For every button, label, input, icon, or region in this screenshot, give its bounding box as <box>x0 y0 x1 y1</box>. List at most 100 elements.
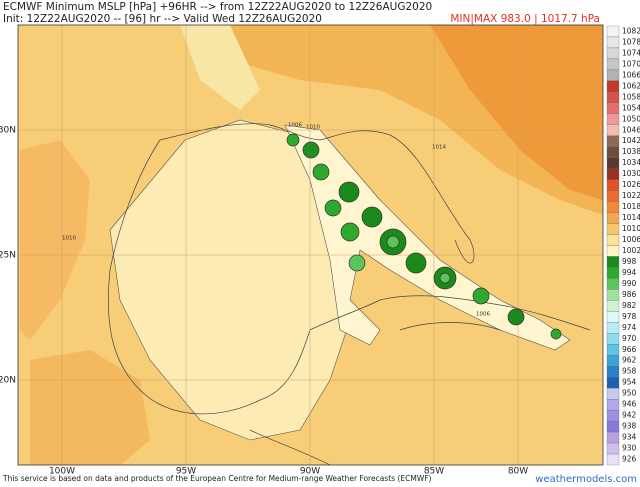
colorbar-label: 954 <box>622 378 637 387</box>
colorbar-cell <box>606 300 620 312</box>
colorbar-label: 1014 <box>622 213 640 222</box>
track-envelope <box>284 124 571 351</box>
colorbar-cell <box>606 289 620 301</box>
colorbar-label: 966 <box>622 345 637 354</box>
field-1010-south <box>30 350 150 465</box>
colorbar-cell <box>606 201 620 213</box>
colorbar-cell <box>606 453 620 466</box>
coastlines <box>108 123 591 465</box>
colorbar-label: 1078 <box>622 37 640 46</box>
credit: This service is based on data and produc… <box>2 474 432 483</box>
colorbar-cell <box>606 179 620 191</box>
field-1018 <box>430 25 603 200</box>
colorbar-cell <box>606 409 620 422</box>
colorbar-label: 998 <box>622 257 637 266</box>
colorbar-cell <box>606 80 620 93</box>
title: ECMWF Minimum MSLP [hPa] +96HR --> from … <box>3 1 432 13</box>
subtitle: Init: 12Z22AUG2020 -- [96] hr --> Valid … <box>3 13 322 25</box>
colorbar-label: 962 <box>622 356 637 365</box>
lon-label: 85W <box>424 467 444 477</box>
colorbar-cell <box>606 113 620 125</box>
lat-label: 25N <box>0 251 16 261</box>
colorbar-cell <box>606 124 620 136</box>
contour-label: 1010 <box>62 236 76 242</box>
field-1010 <box>180 25 260 110</box>
low-centers <box>286 133 562 340</box>
grid-lines <box>18 25 603 465</box>
lon-label: 80W <box>508 467 528 477</box>
colorbar-label: 970 <box>622 334 637 343</box>
colorbar-cell <box>606 431 620 444</box>
colorbar-label: 938 <box>622 422 637 431</box>
colorbar-cell <box>606 234 620 246</box>
colorbar-label: 990 <box>622 279 637 288</box>
contour-label: 1014 <box>432 145 446 151</box>
colorbar-cell <box>606 256 620 268</box>
colorbar-label: 1062 <box>622 81 640 90</box>
colorbar-label: 934 <box>622 433 637 442</box>
field-1010-land <box>20 140 90 340</box>
colorbar-cell <box>606 344 620 356</box>
colorbar-cell <box>606 69 620 82</box>
colorbar-label: 1054 <box>622 103 640 112</box>
colorbar-cell <box>606 58 620 71</box>
colorbar-label: 950 <box>622 389 637 398</box>
colorbar-label: 1026 <box>622 180 640 189</box>
colorbar-cell <box>606 91 620 103</box>
colorbar-cell <box>606 377 620 389</box>
colorbar-label: 1030 <box>622 169 640 178</box>
colorbar-cell <box>606 322 620 334</box>
colorbar-label: 1074 <box>622 48 640 57</box>
colorbar-label: 1046 <box>622 125 640 134</box>
colorbar-cell <box>606 366 620 378</box>
colorbar-cell <box>606 190 620 202</box>
colorbar-cell <box>606 388 620 400</box>
lon-label: 100W <box>49 467 75 477</box>
colorbar-label: 1034 <box>622 158 640 167</box>
map-area: 1010 1014 1006 1006 1010 <box>18 25 603 465</box>
colorbar-label: 1018 <box>622 202 640 211</box>
lat-label: 30N <box>0 126 16 136</box>
colorbar-cell <box>606 135 620 147</box>
contour-label: 1006 <box>476 312 490 318</box>
colorbar-cell <box>606 278 620 290</box>
colorbar-cell <box>606 36 620 49</box>
colorbar-label: 1082 <box>622 26 640 35</box>
colorbar-cell <box>606 245 620 257</box>
colorbar-cell <box>606 223 620 235</box>
colorbar-cell <box>606 102 620 114</box>
colorbar-label: 942 <box>622 411 637 420</box>
colorbar-cell <box>606 25 620 38</box>
lon-label: 95W <box>176 467 196 477</box>
colorbar-label: 1066 <box>622 70 640 79</box>
site-link[interactable]: weathermodels.com <box>535 474 637 485</box>
contour-label: 1006 <box>288 123 302 129</box>
colorbar-cell <box>606 157 620 169</box>
colorbar-cell <box>606 168 620 180</box>
colorbar-label: 926 <box>622 455 637 464</box>
lat-label: 20N <box>0 376 16 386</box>
colorbar-cell <box>606 267 620 279</box>
colorbar-label: 1050 <box>622 114 640 123</box>
colorbar-label: 1010 <box>622 224 640 233</box>
colorbar-cell <box>606 442 620 455</box>
colorbar-cell <box>606 311 620 323</box>
colorbar-label: 986 <box>622 290 637 299</box>
colorbar-cell <box>606 47 620 60</box>
colorbar-label: 1058 <box>622 92 640 101</box>
colorbar-cell <box>606 212 620 224</box>
colorbar-cell <box>606 355 620 367</box>
colorbar: 1082 1078 1074 1070 1066 1062 1058 1054 1050 1046… <box>606 25 640 466</box>
colorbar-label: 1038 <box>622 147 640 156</box>
colorbar-label: 1002 <box>622 246 640 255</box>
colorbar-label: 982 <box>622 301 637 310</box>
colorbar-label: 1006 <box>622 235 640 244</box>
lon-label: 90W <box>300 467 320 477</box>
colorbar-label: 1022 <box>622 191 640 200</box>
colorbar-cell <box>606 333 620 345</box>
map-frame <box>17 24 604 466</box>
colorbar-label: 994 <box>622 268 637 277</box>
colorbar-label: 946 <box>622 400 637 409</box>
contour-label: 1010 <box>306 125 320 131</box>
